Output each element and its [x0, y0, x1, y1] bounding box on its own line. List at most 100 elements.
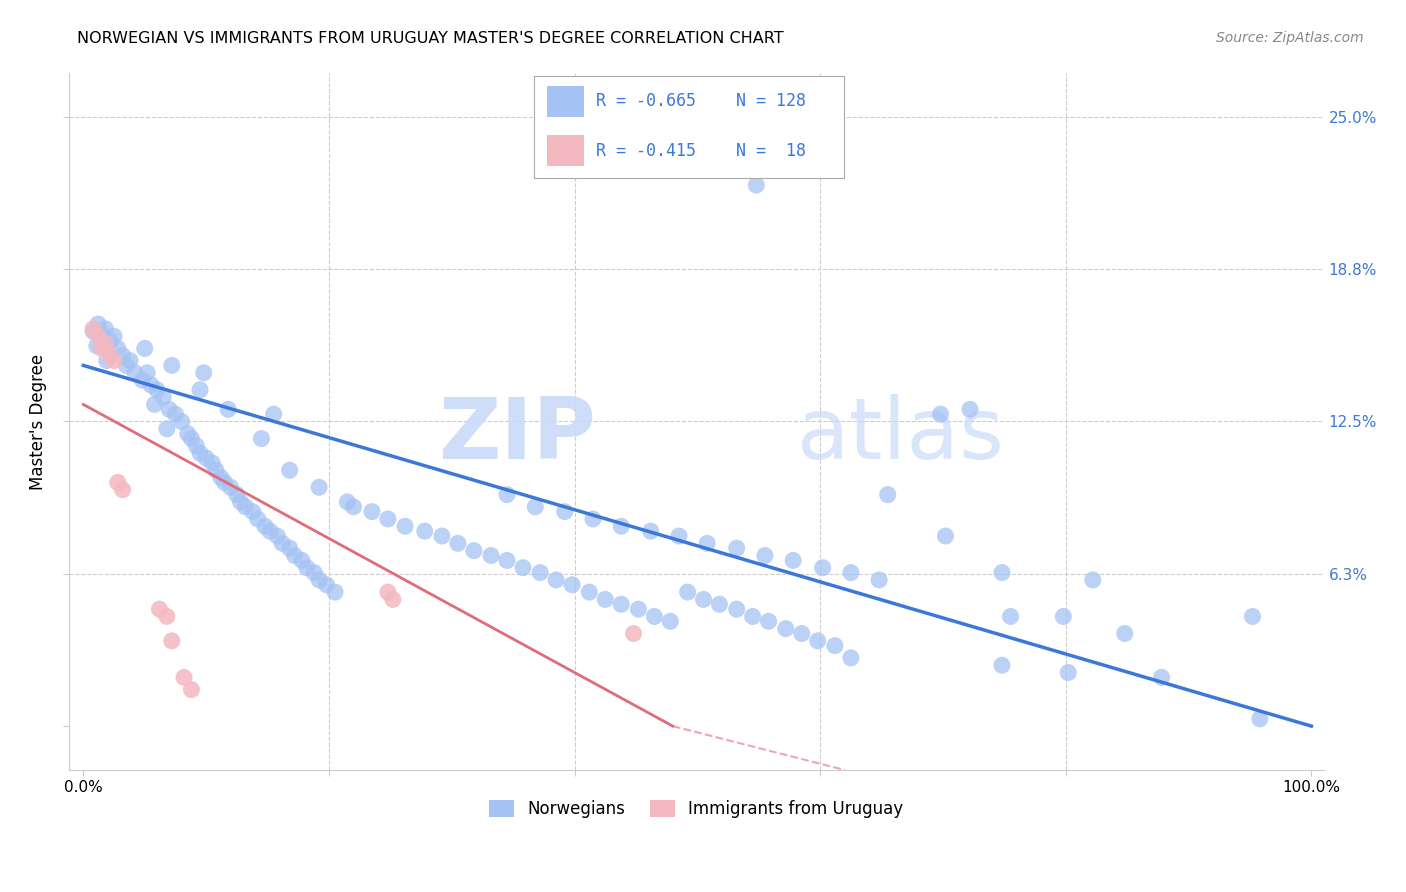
- Point: [146, 383, 169, 397]
- Text: R = -0.415    N =  18: R = -0.415 N = 18: [596, 142, 806, 160]
- Point: [610, 597, 633, 611]
- Point: [610, 519, 633, 533]
- Point: [219, 480, 242, 494]
- Point: [242, 505, 264, 519]
- Point: [546, 573, 568, 587]
- Point: [1114, 626, 1136, 640]
- Point: [94, 322, 117, 336]
- Point: [266, 529, 288, 543]
- Point: [246, 512, 269, 526]
- Point: [229, 495, 252, 509]
- Point: [96, 353, 118, 368]
- Point: [111, 483, 134, 497]
- Point: [152, 390, 174, 404]
- Point: [82, 322, 104, 336]
- Point: [103, 329, 125, 343]
- Point: [284, 549, 307, 563]
- Point: [188, 383, 211, 397]
- Point: [659, 615, 682, 629]
- Point: [1241, 609, 1264, 624]
- Point: [271, 536, 294, 550]
- Point: [263, 407, 285, 421]
- Point: [1000, 609, 1022, 624]
- Point: [115, 359, 138, 373]
- Point: [741, 609, 763, 624]
- Point: [90, 326, 112, 341]
- Point: [143, 397, 166, 411]
- Point: [381, 592, 404, 607]
- Point: [160, 633, 183, 648]
- Point: [214, 475, 236, 490]
- Point: [139, 378, 162, 392]
- Point: [582, 512, 605, 526]
- Point: [94, 336, 117, 351]
- Point: [578, 585, 600, 599]
- Point: [295, 560, 318, 574]
- Point: [160, 359, 183, 373]
- Point: [1150, 670, 1173, 684]
- Point: [308, 573, 330, 587]
- Point: [98, 349, 121, 363]
- Point: [643, 609, 665, 624]
- Point: [745, 178, 768, 192]
- Point: [1052, 609, 1074, 624]
- Point: [82, 324, 104, 338]
- Point: [758, 615, 780, 629]
- Point: [87, 317, 110, 331]
- Legend: Norwegians, Immigrants from Uruguay: Norwegians, Immigrants from Uruguay: [482, 793, 910, 824]
- Point: [205, 463, 228, 477]
- Point: [361, 505, 384, 519]
- Point: [824, 639, 846, 653]
- Point: [496, 487, 519, 501]
- Point: [561, 578, 583, 592]
- Point: [676, 585, 699, 599]
- Bar: [547, 87, 583, 117]
- Point: [529, 566, 551, 580]
- Point: [709, 597, 731, 611]
- Point: [250, 432, 273, 446]
- Point: [447, 536, 470, 550]
- Point: [775, 622, 797, 636]
- Point: [430, 529, 453, 543]
- Point: [170, 415, 193, 429]
- Point: [308, 480, 330, 494]
- Point: [668, 529, 690, 543]
- Point: [156, 609, 179, 624]
- Point: [623, 626, 645, 640]
- Point: [254, 519, 277, 533]
- Point: [463, 543, 485, 558]
- Point: [291, 553, 314, 567]
- Point: [278, 463, 301, 477]
- Point: [479, 549, 502, 563]
- Point: [225, 487, 247, 501]
- Point: [118, 353, 141, 368]
- Point: [235, 500, 257, 514]
- Point: [377, 585, 399, 599]
- Point: [278, 541, 301, 556]
- Point: [217, 402, 239, 417]
- Point: [195, 451, 218, 466]
- Point: [86, 339, 108, 353]
- Point: [811, 560, 834, 574]
- Point: [807, 633, 830, 648]
- Point: [959, 402, 981, 417]
- Point: [876, 487, 898, 501]
- Point: [111, 349, 134, 363]
- Point: [180, 682, 202, 697]
- Point: [87, 329, 110, 343]
- Point: [640, 524, 662, 538]
- Point: [180, 432, 202, 446]
- Point: [754, 549, 776, 563]
- Point: [929, 407, 952, 421]
- Text: ZIP: ZIP: [439, 394, 596, 477]
- Text: R = -0.665    N = 128: R = -0.665 N = 128: [596, 93, 806, 111]
- Point: [107, 342, 129, 356]
- Point: [177, 426, 200, 441]
- Point: [1249, 712, 1271, 726]
- Point: [377, 512, 399, 526]
- Point: [134, 342, 156, 356]
- Bar: [547, 136, 583, 166]
- Point: [342, 500, 364, 514]
- Point: [627, 602, 650, 616]
- Point: [103, 353, 125, 368]
